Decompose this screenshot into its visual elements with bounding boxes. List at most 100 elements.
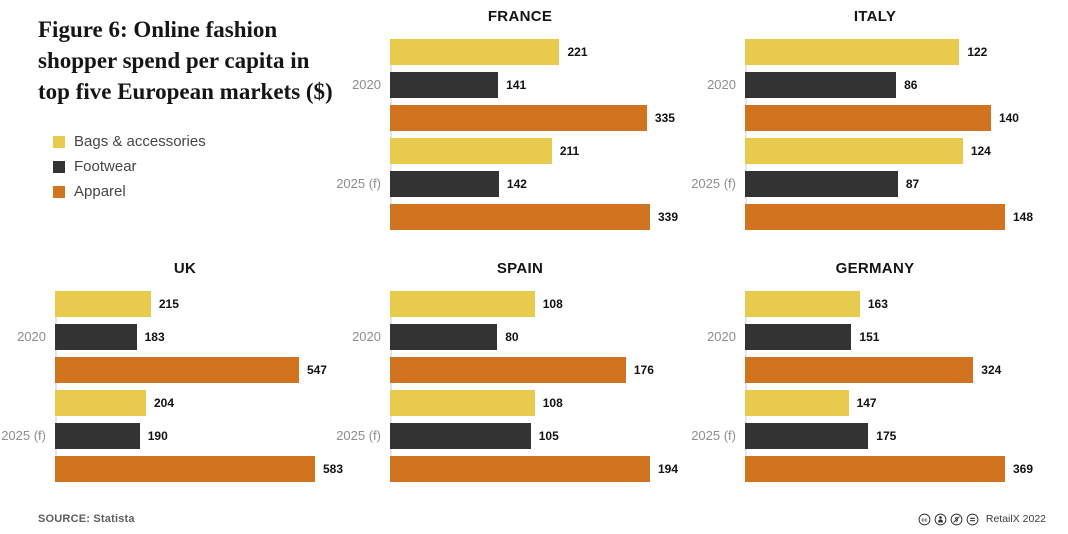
bar-track: 547	[55, 357, 335, 383]
bar-apparel	[390, 204, 650, 230]
bar-track: 141	[390, 72, 690, 98]
cc-icon: cc	[918, 513, 931, 525]
bar-row: 324	[690, 357, 1068, 383]
bags-swatch-icon	[53, 135, 65, 148]
bar-row: 2025 (f) 175	[690, 423, 1068, 449]
bar-track: 124	[745, 138, 1068, 164]
group-label: 2025 (f)	[336, 176, 381, 191]
bar-row: 163	[690, 291, 1068, 317]
group-label	[335, 456, 390, 482]
value-label: 583	[323, 462, 344, 476]
bar-footwear	[390, 171, 499, 197]
bar-apparel	[55, 357, 299, 383]
chart-panel-germany: GERMANY 163 2020 151 324 147 2025 (f) 175 369	[690, 252, 1068, 504]
bar-footwear	[745, 423, 869, 449]
bar-bags-accessories	[390, 291, 535, 317]
group-label	[335, 138, 390, 164]
bar-row: 194	[335, 456, 690, 482]
value-label: 141	[506, 78, 527, 92]
bar-track: 204	[55, 390, 335, 416]
group-label: 2020	[707, 77, 736, 92]
legend-label: Bags & accessories	[74, 133, 206, 150]
bar-track: 324	[745, 357, 1068, 383]
panel-title: FRANCE	[487, 8, 553, 25]
bar-track: 151	[745, 324, 1068, 350]
bar-row: 2020 86	[690, 72, 1068, 98]
value-label: 147	[856, 396, 877, 410]
bar-row: 108	[335, 291, 690, 317]
bar-bags-accessories	[745, 138, 963, 164]
footwear-swatch-icon	[53, 160, 65, 173]
intro-block: Figure 6: Online fashion shopper spend p…	[0, 0, 335, 252]
bar-footwear	[55, 324, 137, 350]
value-label: 339	[658, 210, 679, 224]
value-label: 194	[658, 462, 679, 476]
panel-title: GERMANY	[835, 260, 915, 277]
source-label: SOURCE: Statista	[38, 513, 135, 525]
bar-row: 335	[335, 105, 690, 131]
chart-panel-france: FRANCE 221 2020 141 335 211 2025 (f) 142 339	[335, 0, 690, 252]
group-label	[690, 39, 745, 65]
bar-row: 176	[335, 357, 690, 383]
legend-label: Footwear	[74, 158, 137, 175]
value-label: 142	[506, 177, 527, 191]
bar-footwear	[55, 423, 140, 449]
group-label	[690, 291, 745, 317]
bar-row: 2025 (f) 87	[690, 171, 1068, 197]
credit-block: cc $ RetailX 2022	[918, 513, 1046, 526]
bar-row: 339	[335, 204, 690, 230]
bar-bags-accessories	[745, 39, 960, 65]
bar-track: 369	[745, 456, 1068, 482]
legend-item-bags: Bags & accessories	[53, 133, 335, 150]
bar-track: 211	[390, 138, 690, 164]
chart-panel-spain: SPAIN 108 2020 80 176 108 2025 (f) 105 194	[335, 252, 690, 504]
bar-track: 215	[55, 291, 335, 317]
value-label: 335	[654, 111, 675, 125]
bar-track: 86	[745, 72, 1068, 98]
bar-footwear	[745, 171, 898, 197]
svg-text:cc: cc	[921, 517, 927, 523]
bar-track: 194	[390, 456, 690, 482]
value-label: 221	[567, 45, 588, 59]
bar-row: 547	[0, 357, 335, 383]
value-label: 108	[542, 297, 563, 311]
bar-apparel	[390, 357, 626, 383]
value-label: 369	[1013, 462, 1034, 476]
bar-track: 147	[745, 390, 1068, 416]
group-label	[690, 204, 745, 230]
value-label: 86	[904, 78, 918, 92]
svg-text:$: $	[955, 517, 959, 523]
bar-apparel	[745, 105, 991, 131]
bar-row: 583	[0, 456, 343, 482]
figure-title: Figure 6: Online fashion shopper spend p…	[38, 17, 333, 104]
bar-row: 2020 141	[335, 72, 690, 98]
bar-row: 369	[690, 456, 1068, 482]
value-label: 190	[147, 429, 168, 443]
group-label: 2025 (f)	[336, 428, 381, 443]
bar-track: 583	[55, 456, 343, 482]
bar-bags-accessories	[55, 291, 151, 317]
chart-panel-italy: ITALY 122 2020 86 140 124 2025 (f) 87 148	[690, 0, 1068, 252]
bar-footwear	[390, 72, 499, 98]
bar-bags-accessories	[390, 138, 552, 164]
bar-bags-accessories	[745, 291, 860, 317]
cc-nc-icon: $	[950, 513, 963, 525]
bar-plot-italy: 122 2020 86 140 124 2025 (f) 87 148	[690, 39, 1068, 230]
bar-row: 211	[335, 138, 690, 164]
group-label	[335, 390, 390, 416]
bar-row: 148	[690, 204, 1068, 230]
bar-track: 335	[390, 105, 690, 131]
value-label: 105	[538, 429, 559, 443]
bar-track: 105	[390, 423, 690, 449]
bar-bags-accessories	[390, 39, 560, 65]
bar-plot-germany: 163 2020 151 324 147 2025 (f) 175 369	[690, 291, 1068, 482]
group-label	[690, 105, 745, 131]
bar-bags-accessories	[745, 390, 849, 416]
value-label: 204	[153, 396, 174, 410]
value-label: 140	[998, 111, 1019, 125]
bar-track: 163	[745, 291, 1068, 317]
bar-track: 122	[745, 39, 1068, 65]
bar-track: 176	[390, 357, 690, 383]
bar-row: 2025 (f) 105	[335, 423, 690, 449]
chart-grid: Figure 6: Online fashion shopper spend p…	[0, 0, 1068, 504]
